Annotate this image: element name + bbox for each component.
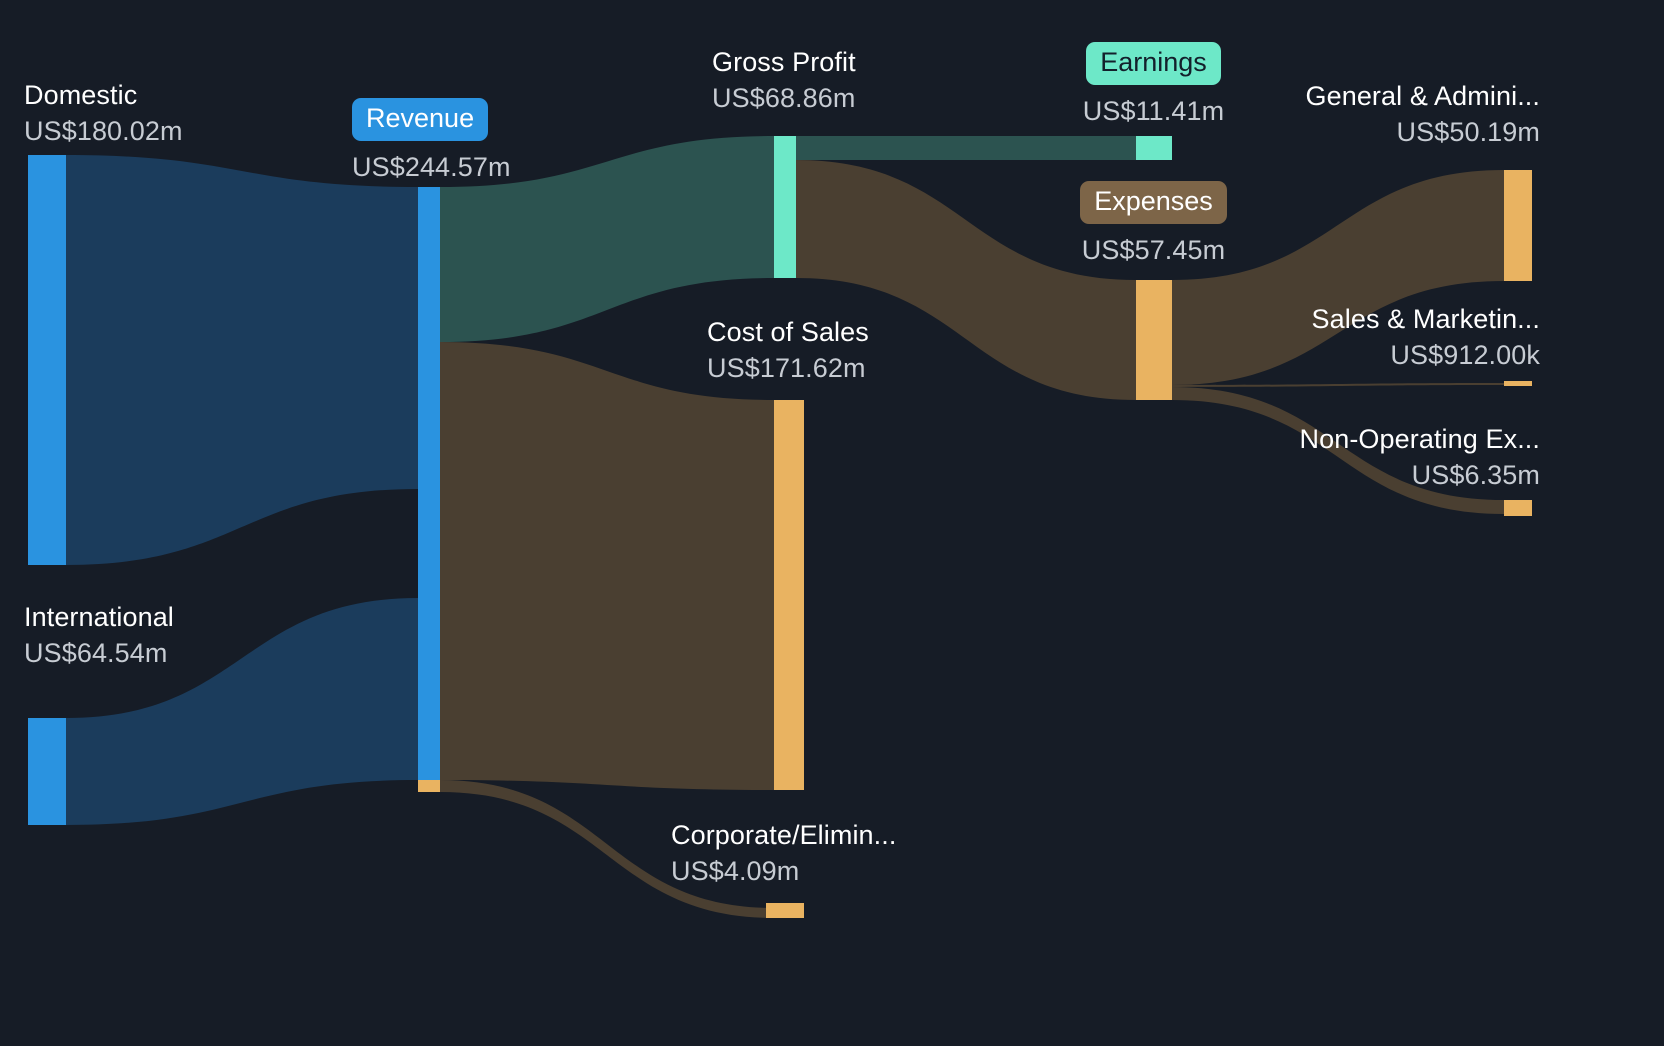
label-expenses: Expenses US$57.45m: [1021, 181, 1286, 266]
node-bar-gross-profit[interactable]: [774, 136, 796, 278]
label-expenses-value: US$57.45m: [1081, 235, 1226, 265]
node-bar-sales-marketing[interactable]: [1504, 381, 1532, 386]
label-earnings: Earnings US$11.41m: [1021, 42, 1286, 127]
sankey-links: [66, 136, 1504, 918]
badge-expenses[interactable]: Expenses: [1080, 181, 1227, 224]
link-expenses-to-sales-marketing[interactable]: [1172, 383, 1504, 387]
node-bar-international[interactable]: [28, 718, 66, 825]
node-bar-revenue-corporate-stub[interactable]: [418, 780, 440, 792]
link-revenue-to-cost-of-sales[interactable]: [440, 342, 774, 790]
link-revenue-to-gross-profit[interactable]: [440, 136, 774, 342]
badge-earnings[interactable]: Earnings: [1086, 42, 1221, 85]
link-revenue-to-corporate[interactable]: [440, 780, 774, 918]
label-earnings-value: US$11.41m: [1082, 96, 1225, 126]
sankey-nodes: [28, 136, 1532, 918]
node-bar-corporate[interactable]: [766, 903, 804, 918]
node-bar-earnings[interactable]: [1136, 136, 1172, 160]
node-bar-domestic[interactable]: [28, 155, 66, 565]
node-bar-revenue[interactable]: [418, 187, 440, 780]
label-revenue: Revenue US$244.57m: [352, 98, 511, 183]
link-domestic-to-revenue[interactable]: [66, 155, 418, 565]
link-expenses-to-general-admin[interactable]: [1172, 170, 1504, 385]
link-gross-profit-to-earnings[interactable]: [796, 136, 1136, 160]
link-expenses-to-non-operating[interactable]: [1172, 387, 1504, 514]
link-international-to-revenue[interactable]: [66, 598, 418, 825]
node-bar-non-operating[interactable]: [1504, 500, 1532, 516]
badge-revenue[interactable]: Revenue: [352, 98, 489, 141]
node-bar-cost-of-sales[interactable]: [774, 400, 804, 790]
label-revenue-value: US$244.57m: [352, 152, 511, 182]
link-gross-profit-to-expenses[interactable]: [796, 160, 1136, 400]
node-bar-expenses[interactable]: [1136, 280, 1172, 400]
node-bar-general-admin[interactable]: [1504, 170, 1532, 281]
